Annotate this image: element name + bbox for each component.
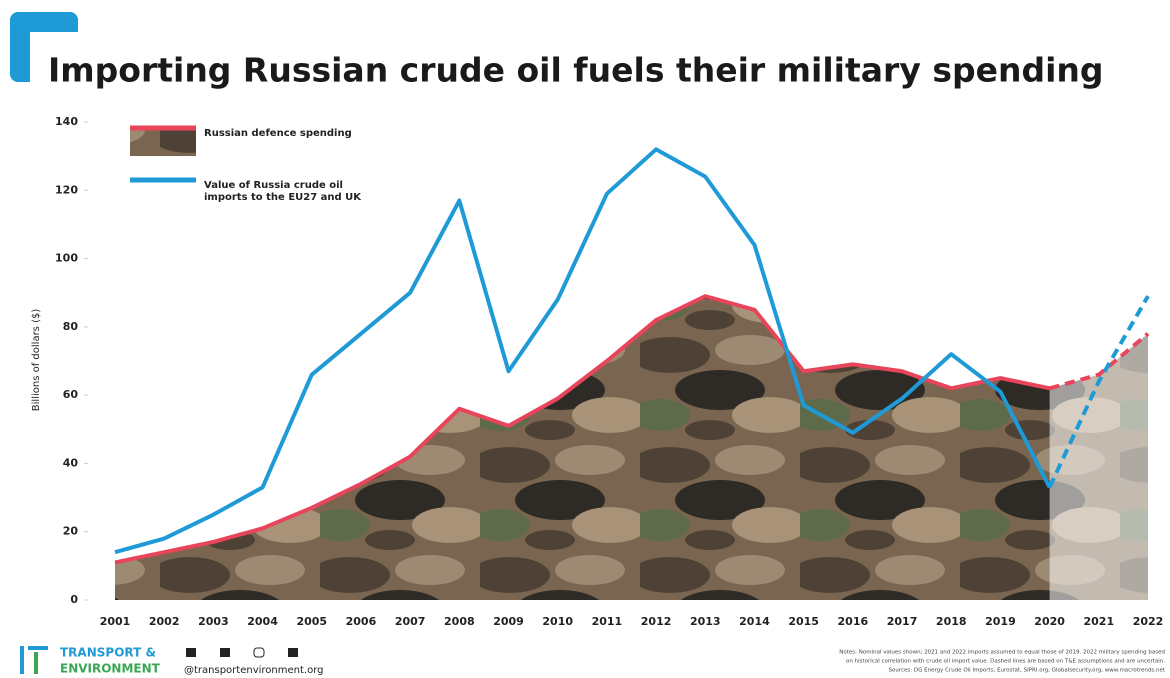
brand: TRANSPORT & [60,646,156,660]
social-icon[interactable] [220,648,230,657]
line [114,294,1051,565]
y-tick-label: 80 [63,320,79,333]
notes: Notes: Nominal values shown; 2021 and 20… [839,650,1165,656]
logo-mark [34,652,38,674]
area [115,296,1148,600]
line [1049,332,1150,391]
logo-mark [28,646,48,650]
x-tick-label: 2007 [395,615,426,628]
x-tick-label: 2016 [838,615,869,628]
x-tick-label: 2004 [247,615,278,628]
legend-label: Value of Russia crude oil imports to the … [204,180,362,203]
x-tick-label: 2003 [198,615,229,628]
x-tick-label: 2010 [542,615,573,628]
line [1047,295,1150,489]
legend-swatch [130,128,196,156]
x-tick-label: 2002 [149,615,180,628]
x-tick-label: 2020 [1034,615,1065,628]
x-tick-label: 2013 [690,615,721,628]
y-tick-label: 20 [63,525,79,538]
social-icon[interactable] [288,648,298,657]
x-tick-label: 2012 [641,615,672,628]
projection-shade [1049,122,1148,600]
footer: TRANSPORT & ENVIRONMENT @transportenviro… [20,646,1166,676]
y-tick-label: 60 [63,388,79,401]
social-icon[interactable] [186,648,196,657]
x-tick-label: 2015 [788,615,819,628]
x-tick-label: 2018 [936,615,967,628]
logo-mark [20,646,24,674]
logo-bracket-cut [30,32,80,87]
x-tick-label: 2009 [493,615,524,628]
y-tick-label: 140 [55,115,78,128]
y-tick-label: 100 [55,252,78,265]
handle: @transportenvironment.org [184,665,323,676]
x-tick-label: 2001 [100,615,131,628]
x-tick-label: 2005 [296,615,327,628]
legend-label: Russian defence spending [204,128,352,139]
sources: Sources: DG Energy Crude Oil Imports, Eu… [889,668,1166,674]
chart-title: Importing Russian crude oil fuels their … [48,51,1104,90]
x-tick-label: 2017 [887,615,918,628]
notes: on historical correlation with crude oil… [846,659,1165,665]
line [114,147,1052,555]
y-axis-label: Billions of dollars ($) [31,309,42,412]
y-tick-label: 0 [70,593,78,606]
x-tick-label: 2014 [739,615,770,628]
x-tick-label: 2019 [985,615,1016,628]
x-tick-label: 2006 [346,615,377,628]
x-tick-label: 2021 [1083,615,1114,628]
x-tick-label: 2011 [592,615,623,628]
y-tick-label: 40 [63,456,79,469]
x-tick-label: 2008 [444,615,475,628]
y-tick-label: 120 [55,183,78,196]
social-icon[interactable] [253,647,265,658]
x-tick-label: 2022 [1133,615,1164,628]
brand: ENVIRONMENT [60,662,161,676]
